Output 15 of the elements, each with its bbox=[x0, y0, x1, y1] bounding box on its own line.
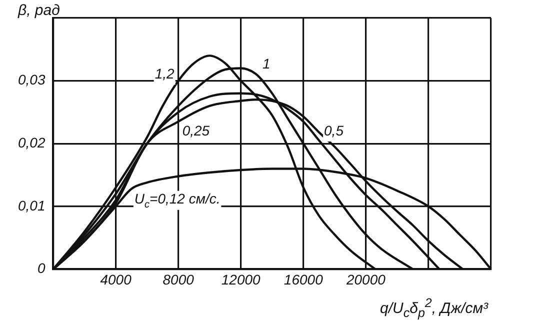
series-label: 0,5 bbox=[324, 122, 344, 138]
y-tick-label: 0,01 bbox=[18, 197, 46, 214]
x-axis-title: q/U$_{c}$δ$_{p}$$^{2}$, Дж/см³ bbox=[380, 296, 488, 320]
x-tick-label: 4000 bbox=[100, 271, 132, 288]
series-label: 1,2 bbox=[154, 66, 175, 82]
series-label: 0,25 bbox=[182, 122, 210, 139]
x-tick-label: 12000 bbox=[221, 271, 261, 288]
x-tick-label: 20000 bbox=[345, 271, 386, 288]
y-tick-label: 0 bbox=[37, 260, 46, 276]
x-tick-label: 8000 bbox=[162, 271, 194, 288]
y-tick-label: 0,03 bbox=[18, 72, 46, 88]
y-tick-label: 0,02 bbox=[18, 134, 46, 150]
y-axis-title: β, рад bbox=[18, 2, 60, 19]
x-tick-label: 16000 bbox=[284, 271, 324, 288]
series-label: 1 bbox=[262, 55, 270, 72]
